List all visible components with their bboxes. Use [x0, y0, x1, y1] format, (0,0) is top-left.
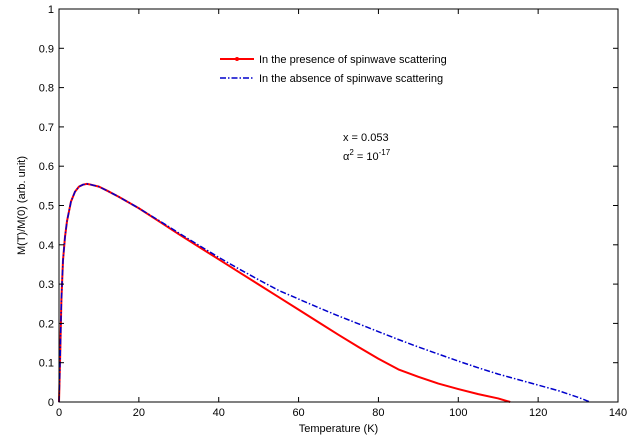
x-tick-label: 140 [609, 407, 627, 419]
legend-label-presence: In the presence of spinwave scattering [259, 54, 447, 66]
y-tick-label: 0.9 [39, 43, 54, 55]
x-tick-label: 40 [213, 407, 225, 419]
x-tick-label: 100 [449, 407, 467, 419]
legend-label-absence: In the absence of spinwave scattering [259, 73, 443, 85]
annotation-alpha-equals: = 10 [354, 151, 379, 163]
y-tick-label: 0 [48, 397, 54, 409]
x-tick-label: 0 [56, 407, 62, 419]
annotation-alpha-exponent: 2 [349, 148, 354, 157]
y-tick-label: 0.7 [39, 122, 54, 134]
y-tick-label: 0.2 [39, 318, 54, 330]
x-axis-title: Temperature (K) [299, 423, 378, 435]
y-tick-label: 0.8 [39, 83, 54, 95]
legend-marker-presence [235, 57, 239, 61]
x-tick-label: 120 [529, 407, 547, 419]
annotation-alpha-power: -17 [379, 148, 391, 157]
x-tick-label: 80 [372, 407, 384, 419]
y-tick-label: 0.1 [39, 358, 54, 370]
y-tick-label: 0.3 [39, 279, 54, 291]
legend: In the presence of spinwave scattering I… [204, 42, 494, 86]
y-tick-label: 0.4 [39, 240, 54, 252]
y-tick-label: 0.5 [39, 201, 54, 213]
annotation-alpha-base: α [343, 151, 350, 163]
x-tick-label: 20 [133, 407, 145, 419]
series-line-presence [58, 182, 511, 403]
annotation-x-value: x = 0.053 [343, 132, 389, 144]
x-tick-label: 60 [292, 407, 304, 419]
series-line-absence [58, 183, 591, 403]
y-tick-label: 0.6 [39, 161, 54, 173]
y-axis-title: M(T)/M(0) (arb. unit) [16, 156, 28, 255]
annotation-alpha: α2 = 10-17 [343, 148, 391, 163]
y-tick-label: 1 [48, 4, 54, 16]
